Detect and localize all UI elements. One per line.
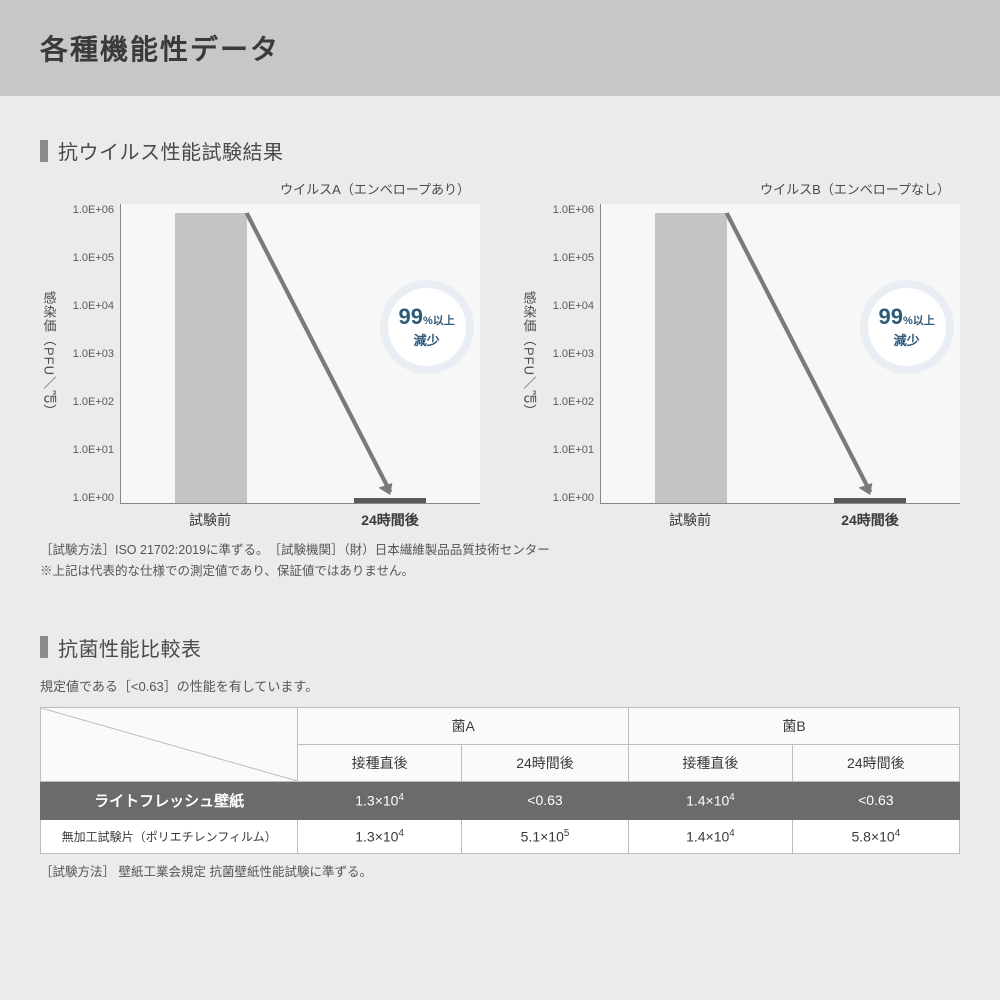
sub-col: 接種直後	[298, 744, 462, 781]
y-tick: 1.0E+04	[538, 300, 594, 312]
heading-bar-icon	[40, 140, 48, 162]
page-title: 各種機能性データ	[40, 28, 960, 68]
bar-1	[834, 498, 906, 503]
y-tick: 1.0E+06	[58, 204, 114, 216]
row-label: 無加工試験片（ポリエチレンフィルム）	[41, 819, 298, 853]
antivirus-section: 抗ウイルス性能試験結果 ウイルスA（エンベロープあり）感染価（PFU／㎠）1.0…	[0, 136, 1000, 583]
y-tick: 1.0E+03	[58, 348, 114, 360]
y-ticks: 1.0E+06 1.0E+05 1.0E+04 1.0E+03 1.0E+02 1.0E+…	[58, 204, 120, 504]
bar-0	[175, 213, 247, 503]
chart-title: ウイルスB（エンベロープなし）	[520, 179, 960, 198]
reduction-callout: 99%以上減少	[868, 288, 946, 366]
sub-col: 24時間後	[792, 744, 959, 781]
reduction-callout: 99%以上減少	[388, 288, 466, 366]
table-cell: 1.3×104	[298, 819, 462, 853]
x-tick: 試験前	[120, 510, 300, 530]
sub-col: 接種直後	[629, 744, 793, 781]
col-group: 菌A	[298, 707, 629, 744]
x-ticks: 試験前24時間後	[600, 510, 960, 530]
y-ticks: 1.0E+06 1.0E+05 1.0E+04 1.0E+03 1.0E+02 1.0E+…	[538, 204, 600, 504]
row-label: ライトフレッシュ壁紙	[41, 781, 298, 819]
y-tick: 1.0E+05	[538, 252, 594, 264]
table-corner	[41, 707, 298, 781]
x-ticks: 試験前24時間後	[120, 510, 480, 530]
table-cell: <0.63	[461, 781, 628, 819]
bar-0	[655, 213, 727, 503]
chart-title: ウイルスA（エンベロープあり）	[40, 179, 480, 198]
sub-col: 24時間後	[461, 744, 628, 781]
table-cell: 1.4×104	[629, 781, 793, 819]
note-line-1: ［試験方法］ISO 21702:2019に準ずる。 ［試験機関］（財）日本繊維製…	[40, 540, 960, 561]
chart-1: ウイルスB（エンベロープなし）感染価（PFU／㎠）1.0E+061.0E+051…	[520, 179, 960, 530]
table-cell: 5.1×105	[461, 819, 628, 853]
chart-plot-wrap: 感染価（PFU／㎠）1.0E+061.0E+051.0E+041.0E+031.…	[40, 204, 480, 504]
chart-plot-wrap: 感染価（PFU／㎠）1.0E+061.0E+051.0E+041.0E+031.…	[520, 204, 960, 504]
note-line-2: ※上記は代表的な仕様での測定値であり、保証値ではありません。	[40, 561, 960, 582]
antivirus-note: ［試験方法］ISO 21702:2019に準ずる。 ［試験機関］（財）日本繊維製…	[40, 540, 960, 583]
plot-area: 99%以上減少	[600, 204, 960, 504]
y-tick: 1.0E+00	[58, 492, 114, 504]
table-row: 無加工試験片（ポリエチレンフィルム）1.3×1045.1×1051.4×1045…	[41, 819, 960, 853]
x-tick: 24時間後	[300, 510, 480, 530]
y-axis-label: 感染価（PFU／㎠）	[520, 204, 538, 504]
antivirus-heading-text: 抗ウイルス性能試験結果	[58, 136, 284, 165]
y-tick: 1.0E+04	[58, 300, 114, 312]
page-header: 各種機能性データ	[0, 0, 1000, 96]
y-tick: 1.0E+02	[58, 396, 114, 408]
y-tick: 1.0E+00	[538, 492, 594, 504]
antibac-heading: 抗菌性能比較表	[40, 633, 960, 662]
chart-0: ウイルスA（エンベロープあり）感染価（PFU／㎠）1.0E+061.0E+051…	[40, 179, 480, 530]
y-tick: 1.0E+01	[58, 444, 114, 456]
antibac-heading-text: 抗菌性能比較表	[58, 633, 202, 662]
y-axis-label: 感染価（PFU／㎠）	[40, 204, 58, 504]
heading-bar-icon	[40, 636, 48, 658]
x-tick: 24時間後	[780, 510, 960, 530]
y-tick: 1.0E+03	[538, 348, 594, 360]
bar-1	[354, 498, 426, 503]
antibac-subnote: 規定値である［<0.63］の性能を有しています。	[40, 676, 960, 695]
y-tick: 1.0E+05	[58, 252, 114, 264]
table-cell: 1.3×104	[298, 781, 462, 819]
charts-row: ウイルスA（エンベロープあり）感染価（PFU／㎠）1.0E+061.0E+051…	[40, 179, 960, 530]
y-tick: 1.0E+06	[538, 204, 594, 216]
table-cell: 1.4×104	[629, 819, 793, 853]
y-tick: 1.0E+02	[538, 396, 594, 408]
table-cell: <0.63	[792, 781, 959, 819]
table-cell: 5.8×104	[792, 819, 959, 853]
antibac-footer: ［試験方法］ 壁紙工業会規定 抗菌壁紙性能試験に準ずる。	[40, 862, 960, 883]
table-row: ライトフレッシュ壁紙1.3×104<0.631.4×104<0.63	[41, 781, 960, 819]
antibac-section: 抗菌性能比較表 規定値である［<0.63］の性能を有しています。 菌A菌B接種直…	[0, 633, 1000, 883]
x-tick: 試験前	[600, 510, 780, 530]
y-tick: 1.0E+01	[538, 444, 594, 456]
antivirus-heading: 抗ウイルス性能試験結果	[40, 136, 960, 165]
comparison-table: 菌A菌B接種直後24時間後接種直後24時間後ライトフレッシュ壁紙1.3×104<…	[40, 707, 960, 854]
col-group: 菌B	[629, 707, 960, 744]
plot-area: 99%以上減少	[120, 204, 480, 504]
